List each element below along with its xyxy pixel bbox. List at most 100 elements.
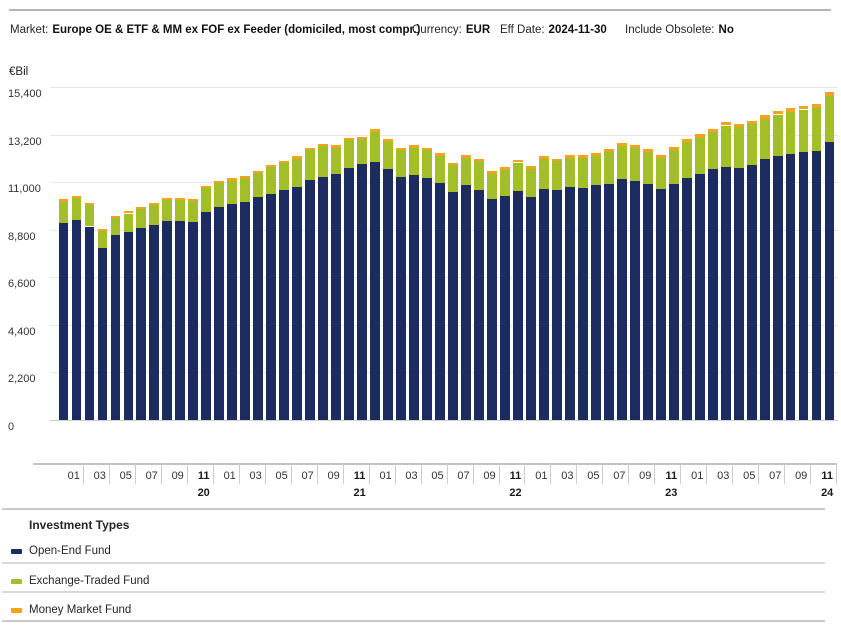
bar-segment-2021-02[interactable]: [240, 201, 250, 420]
bar-segment-2021-06[interactable]: [292, 156, 302, 159]
bar-segment-2021-01[interactable]: [227, 178, 237, 181]
bar-segment-2020-11[interactable]: [201, 211, 211, 420]
bar-segment-2020-03[interactable]: [97, 229, 108, 232]
bar-segment-2023-10[interactable]: [656, 188, 666, 420]
bar-segment-2023-04[interactable]: [578, 157, 588, 188]
legend-item-money-market-fund[interactable]: Money Market Fund: [0, 603, 400, 618]
bar-segment-2021-04[interactable]: [266, 164, 276, 167]
bar-segment-2023-02[interactable]: [552, 189, 562, 420]
bar-segment-2022-10[interactable]: [500, 169, 510, 197]
bar-segment-2023-04[interactable]: [578, 188, 588, 420]
bar-segment-2024-11[interactable]: [824, 142, 835, 420]
bar-segment-2023-06[interactable]: [604, 151, 614, 184]
bar-segment-2021-06[interactable]: [292, 186, 302, 420]
bar-segment-2020-01[interactable]: [71, 198, 82, 220]
bar-segment-2020-08[interactable]: [162, 199, 172, 221]
bar-segment-2021-11[interactable]: [357, 164, 367, 420]
bar-segment-2024-11[interactable]: [824, 96, 835, 143]
bar-segment-2021-03[interactable]: [253, 172, 263, 197]
bar-segment-2021-09[interactable]: [331, 147, 341, 175]
bar-segment-2023-11[interactable]: [669, 147, 679, 151]
bar-segment-2023-03[interactable]: [565, 155, 575, 158]
legend-item-open-end-fund[interactable]: Open-End Fund: [0, 544, 400, 559]
bar-segment-2024-03[interactable]: [721, 167, 731, 420]
bar-segment-2023-05[interactable]: [591, 156, 601, 186]
bar-segment-2020-09[interactable]: [175, 199, 185, 221]
bar-segment-2023-12[interactable]: [682, 139, 692, 143]
bar-segment-2021-05[interactable]: [279, 189, 289, 420]
bar-segment-2020-06[interactable]: [136, 227, 146, 420]
bar-segment-2023-11[interactable]: [669, 150, 679, 184]
bar-segment-2024-05[interactable]: [747, 120, 757, 125]
bar-segment-2021-02[interactable]: [240, 176, 250, 179]
bar-segment-2019-12[interactable]: [58, 201, 69, 224]
bar-segment-2020-08[interactable]: [162, 197, 172, 200]
bar-segment-2021-04[interactable]: [266, 167, 276, 194]
bar-segment-2020-11[interactable]: [201, 188, 211, 212]
bar-segment-2021-03[interactable]: [253, 197, 263, 420]
bar-segment-2021-03[interactable]: [253, 170, 263, 173]
bar-segment-2022-05[interactable]: [435, 153, 445, 156]
bar-segment-2021-12[interactable]: [370, 131, 380, 162]
bar-segment-2020-03[interactable]: [97, 247, 108, 420]
bar-segment-2021-04[interactable]: [266, 193, 276, 420]
bar-segment-2024-06[interactable]: [760, 158, 770, 420]
bar-segment-2022-11[interactable]: [513, 159, 523, 163]
bar-segment-2022-08[interactable]: [474, 158, 484, 162]
bar-segment-2023-06[interactable]: [604, 183, 614, 420]
bar-segment-2024-05[interactable]: [747, 124, 757, 165]
bar-segment-2022-01[interactable]: [383, 141, 393, 170]
bar-segment-2023-02[interactable]: [552, 161, 562, 190]
bar-segment-2022-05[interactable]: [435, 156, 445, 184]
bar-segment-2022-02[interactable]: [396, 176, 406, 420]
bar-segment-2020-12[interactable]: [214, 180, 224, 183]
bar-segment-2022-06[interactable]: [448, 162, 458, 166]
bar-segment-2021-11[interactable]: [357, 138, 367, 165]
bar-segment-2023-03[interactable]: [565, 157, 575, 187]
bar-segment-2021-08[interactable]: [318, 143, 328, 147]
bar-segment-2023-07[interactable]: [617, 178, 627, 420]
bar-segment-2022-03[interactable]: [409, 145, 419, 148]
bar-segment-2021-08[interactable]: [318, 146, 328, 177]
bar-segment-2024-08[interactable]: [785, 108, 796, 112]
bar-segment-2021-09[interactable]: [331, 145, 341, 148]
bar-segment-2024-10[interactable]: [811, 104, 822, 108]
bar-segment-2022-07[interactable]: [461, 158, 471, 186]
bar-segment-2020-12[interactable]: [214, 183, 224, 208]
bar-segment-2024-01[interactable]: [695, 174, 705, 420]
bar-segment-2021-06[interactable]: [292, 158, 302, 187]
bar-segment-2022-04[interactable]: [422, 147, 432, 151]
bar-segment-2020-12[interactable]: [214, 207, 224, 420]
bar-segment-2024-04[interactable]: [734, 168, 744, 420]
bar-segment-2020-02[interactable]: [84, 203, 95, 206]
bar-segment-2020-01[interactable]: [71, 220, 82, 420]
bar-segment-2022-06[interactable]: [448, 191, 458, 420]
bar-segment-2022-06[interactable]: [448, 165, 458, 192]
bar-segment-2020-01[interactable]: [71, 196, 82, 199]
bar-segment-2024-09[interactable]: [798, 105, 809, 110]
bar-segment-2020-04[interactable]: [110, 215, 121, 218]
bar-segment-2022-07[interactable]: [461, 185, 471, 420]
bar-segment-2023-04[interactable]: [578, 155, 588, 158]
bar-segment-2020-02[interactable]: [84, 205, 95, 227]
bar-segment-2023-07[interactable]: [617, 146, 627, 179]
bar-segment-2020-09[interactable]: [175, 197, 185, 200]
bar-segment-2020-10[interactable]: [188, 221, 198, 420]
bar-segment-2020-06[interactable]: [136, 206, 146, 209]
bar-segment-2022-03[interactable]: [409, 147, 419, 175]
bar-segment-2023-08[interactable]: [630, 148, 640, 182]
bar-segment-2020-05[interactable]: [123, 213, 134, 232]
bar-segment-2023-07[interactable]: [617, 143, 627, 146]
bar-segment-2023-12[interactable]: [682, 177, 692, 420]
bar-segment-2023-10[interactable]: [656, 154, 666, 158]
bar-segment-2021-10[interactable]: [344, 167, 354, 420]
bar-segment-2022-04[interactable]: [422, 177, 432, 420]
bar-segment-2024-06[interactable]: [760, 118, 770, 159]
bar-segment-2024-10[interactable]: [811, 151, 822, 420]
bar-segment-2022-12[interactable]: [526, 166, 536, 169]
bar-segment-2024-11[interactable]: [824, 92, 835, 97]
bar-segment-2021-11[interactable]: [357, 136, 367, 139]
bar-segment-2021-07[interactable]: [305, 180, 315, 420]
bar-segment-2022-07[interactable]: [461, 155, 471, 158]
bar-segment-2021-07[interactable]: [305, 150, 315, 181]
